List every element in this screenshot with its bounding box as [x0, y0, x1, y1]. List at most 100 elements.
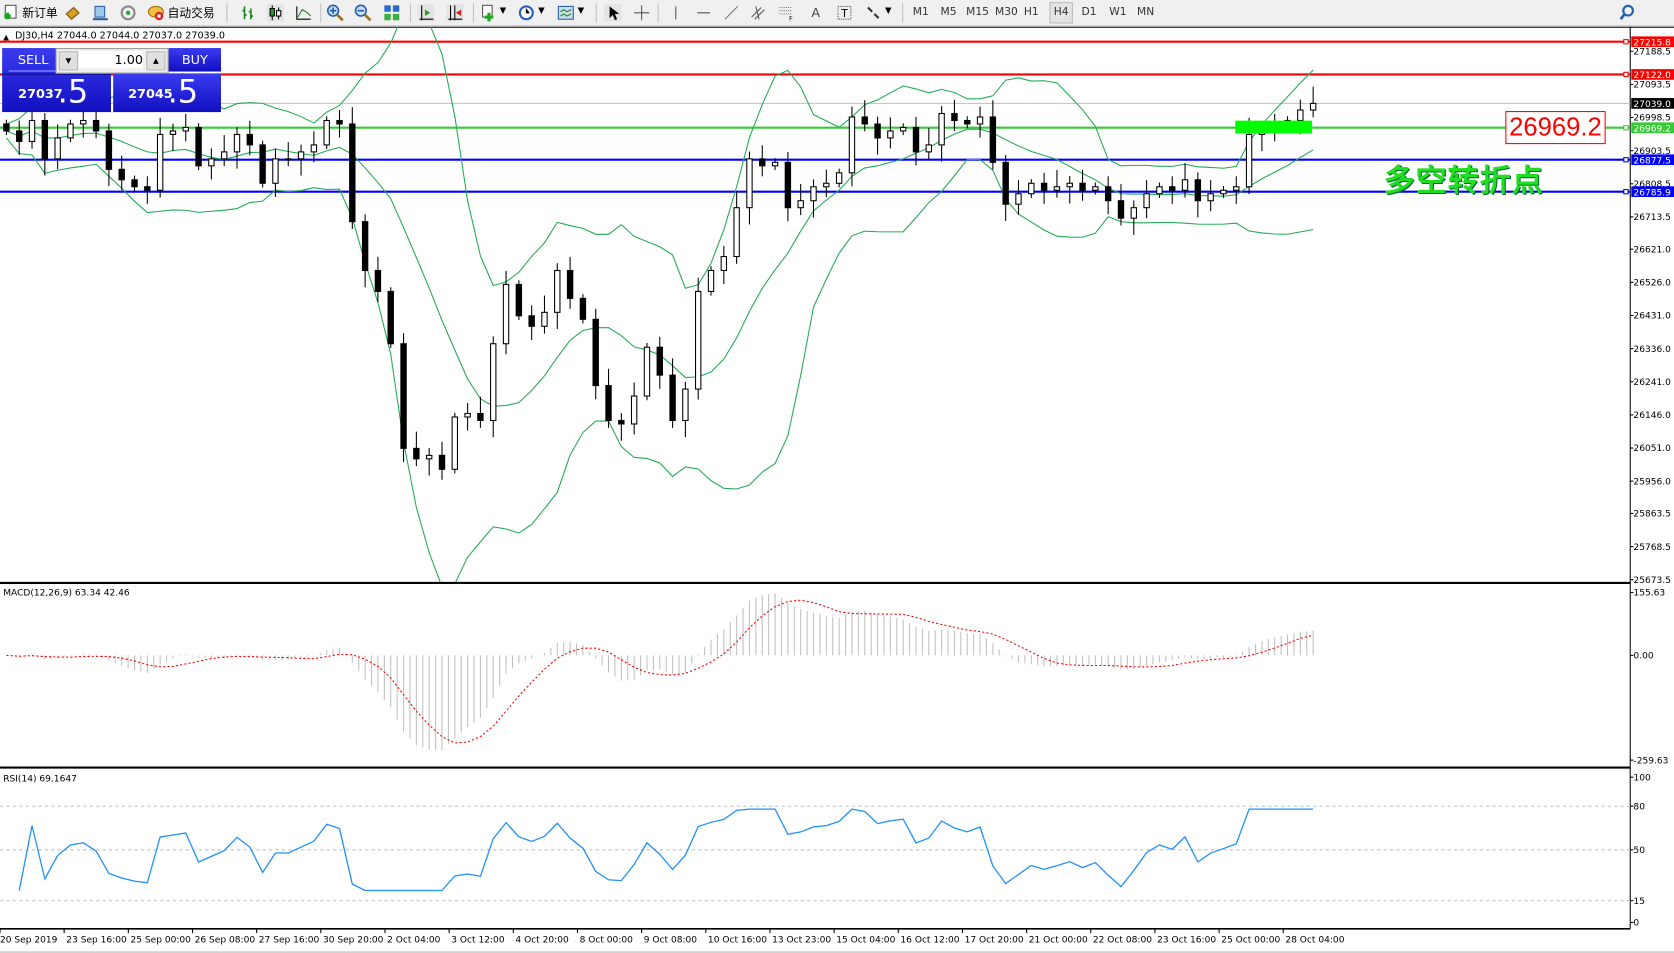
- candle: [451, 412, 459, 474]
- templates-icon[interactable]: [557, 4, 574, 21]
- tile-windows-icon[interactable]: [383, 4, 400, 21]
- candle-body: [131, 179, 138, 188]
- vertical-line-icon[interactable]: [667, 4, 684, 21]
- candle-body: [1066, 182, 1073, 188]
- time-label: 10 Oct 16:00: [708, 936, 767, 946]
- candle: [1015, 180, 1022, 215]
- candle: [156, 117, 164, 198]
- search-icon[interactable]: [1618, 4, 1635, 21]
- lot-decrease-button[interactable]: ▼: [58, 51, 78, 71]
- equidistant-channel-icon[interactable]: [751, 4, 768, 21]
- price-tick-label: 26621.0: [1633, 245, 1671, 255]
- zoom-out-icon[interactable]: [354, 4, 372, 22]
- signals-icon[interactable]: [120, 4, 137, 21]
- candle: [938, 106, 945, 162]
- candle: [733, 190, 740, 264]
- candlestick-chart-icon[interactable]: [266, 4, 284, 22]
- candle: [554, 263, 561, 330]
- time-label: 25 Oct 00:00: [1221, 936, 1280, 946]
- candle-body: [220, 151, 228, 160]
- lot-increase-button[interactable]: ▲: [146, 51, 166, 71]
- period-d1-button[interactable]: D1: [1081, 6, 1097, 19]
- candle-body: [105, 130, 113, 170]
- period-m1-button[interactable]: M1: [912, 6, 929, 19]
- candle-body: [336, 119, 343, 125]
- arrows-icon[interactable]: [865, 4, 882, 21]
- templates-dropdown-icon[interactable]: ▼: [577, 5, 585, 15]
- auto-scroll-icon[interactable]: [417, 4, 435, 22]
- sell-button[interactable]: SELL 27037 .5: [2, 48, 112, 113]
- chart-shift-icon[interactable]: [446, 4, 464, 22]
- buy-button[interactable]: 27045 .5: [113, 73, 221, 113]
- macd-tick-label: 155.63: [1633, 589, 1665, 599]
- candle-body: [413, 447, 420, 460]
- time-label: 23 Sep 16:00: [66, 936, 127, 946]
- candle-body: [195, 126, 202, 167]
- market-watch-icon[interactable]: [64, 4, 81, 21]
- text-label-icon[interactable]: T: [836, 4, 853, 21]
- line-chart-icon[interactable]: [295, 4, 312, 21]
- fibonacci-icon[interactable]: F: [778, 4, 795, 21]
- period-m30-button[interactable]: M30: [995, 6, 1018, 19]
- period-mn-button[interactable]: MN: [1136, 6, 1155, 19]
- navigator-icon[interactable]: [92, 4, 109, 21]
- zoom-in-icon[interactable]: [326, 4, 344, 22]
- periods-clock-icon[interactable]: [518, 4, 535, 21]
- indicators-icon[interactable]: [480, 4, 497, 22]
- period-h4-button[interactable]: H4: [1049, 2, 1073, 24]
- candle-body: [976, 116, 984, 125]
- candle: [1117, 183, 1125, 226]
- time-label: 17 Oct 20:00: [965, 936, 1024, 946]
- candle-body: [259, 144, 266, 184]
- period-h1-button[interactable]: H1: [1023, 6, 1039, 19]
- candle-body: [630, 395, 638, 425]
- trendline-icon[interactable]: [723, 4, 740, 21]
- candle: [1194, 172, 1202, 218]
- lot-stepper[interactable]: ▼ 1.00 ▲: [55, 48, 169, 74]
- auto-trading-label: 自动交易: [167, 6, 215, 21]
- chart-window[interactable]: 27188.5 27093.5 26998.5 26903.5 26808.5 26713…: [0, 26, 1674, 953]
- horizontal-line-icon[interactable]: [695, 4, 712, 21]
- candle-body: [323, 119, 330, 146]
- new-order-button[interactable]: 新订单: [2, 2, 58, 23]
- text-tool-icon[interactable]: A: [811, 5, 821, 21]
- indicators-dropdown-icon[interactable]: ▼: [499, 5, 507, 15]
- period-m5-button[interactable]: M5: [940, 6, 957, 19]
- cursor-icon[interactable]: [604, 4, 622, 22]
- candle: [566, 256, 574, 309]
- level-line-handle: [1623, 71, 1629, 78]
- lot-input[interactable]: 1.00: [79, 51, 144, 69]
- candle-body: [233, 133, 241, 153]
- periods-dropdown-icon[interactable]: ▼: [538, 5, 545, 15]
- arrows-dropdown-icon[interactable]: ▼: [885, 5, 892, 15]
- candle-body: [1181, 179, 1189, 191]
- buy-label-tab[interactable]: BUY: [168, 48, 221, 72]
- candle: [579, 294, 587, 324]
- candle: [195, 123, 202, 171]
- candle: [297, 144, 305, 176]
- sell-price: 27037: [18, 86, 63, 102]
- candle-body: [1220, 189, 1227, 195]
- candle: [835, 168, 843, 188]
- auto-trading-button[interactable]: 自动交易: [147, 2, 215, 23]
- period-m15-button[interactable]: M15: [966, 6, 989, 19]
- time-label: 13 Oct 23:00: [772, 936, 831, 946]
- collapse-arrow-icon[interactable]: ▲: [3, 33, 9, 42]
- period-w1-button[interactable]: W1: [1109, 6, 1127, 19]
- candle-body: [669, 374, 676, 422]
- pivot-annotation-text[interactable]: 多空转折点: [1383, 162, 1544, 199]
- candle-body: [515, 283, 523, 317]
- crosshair-icon[interactable]: [633, 4, 650, 21]
- candle: [374, 256, 382, 302]
- price-tick-label: 26431.0: [1633, 312, 1671, 322]
- candle-body: [477, 412, 484, 422]
- bar-chart-icon[interactable]: [239, 4, 256, 21]
- candle: [887, 117, 894, 149]
- candle: [67, 119, 74, 143]
- candle-body: [682, 388, 689, 422]
- candle-body: [579, 297, 587, 320]
- price-annotation-box[interactable]: 26969.2: [1505, 111, 1606, 145]
- candle-body: [1015, 193, 1022, 205]
- candle: [1207, 180, 1214, 212]
- candle-body: [1092, 186, 1099, 191]
